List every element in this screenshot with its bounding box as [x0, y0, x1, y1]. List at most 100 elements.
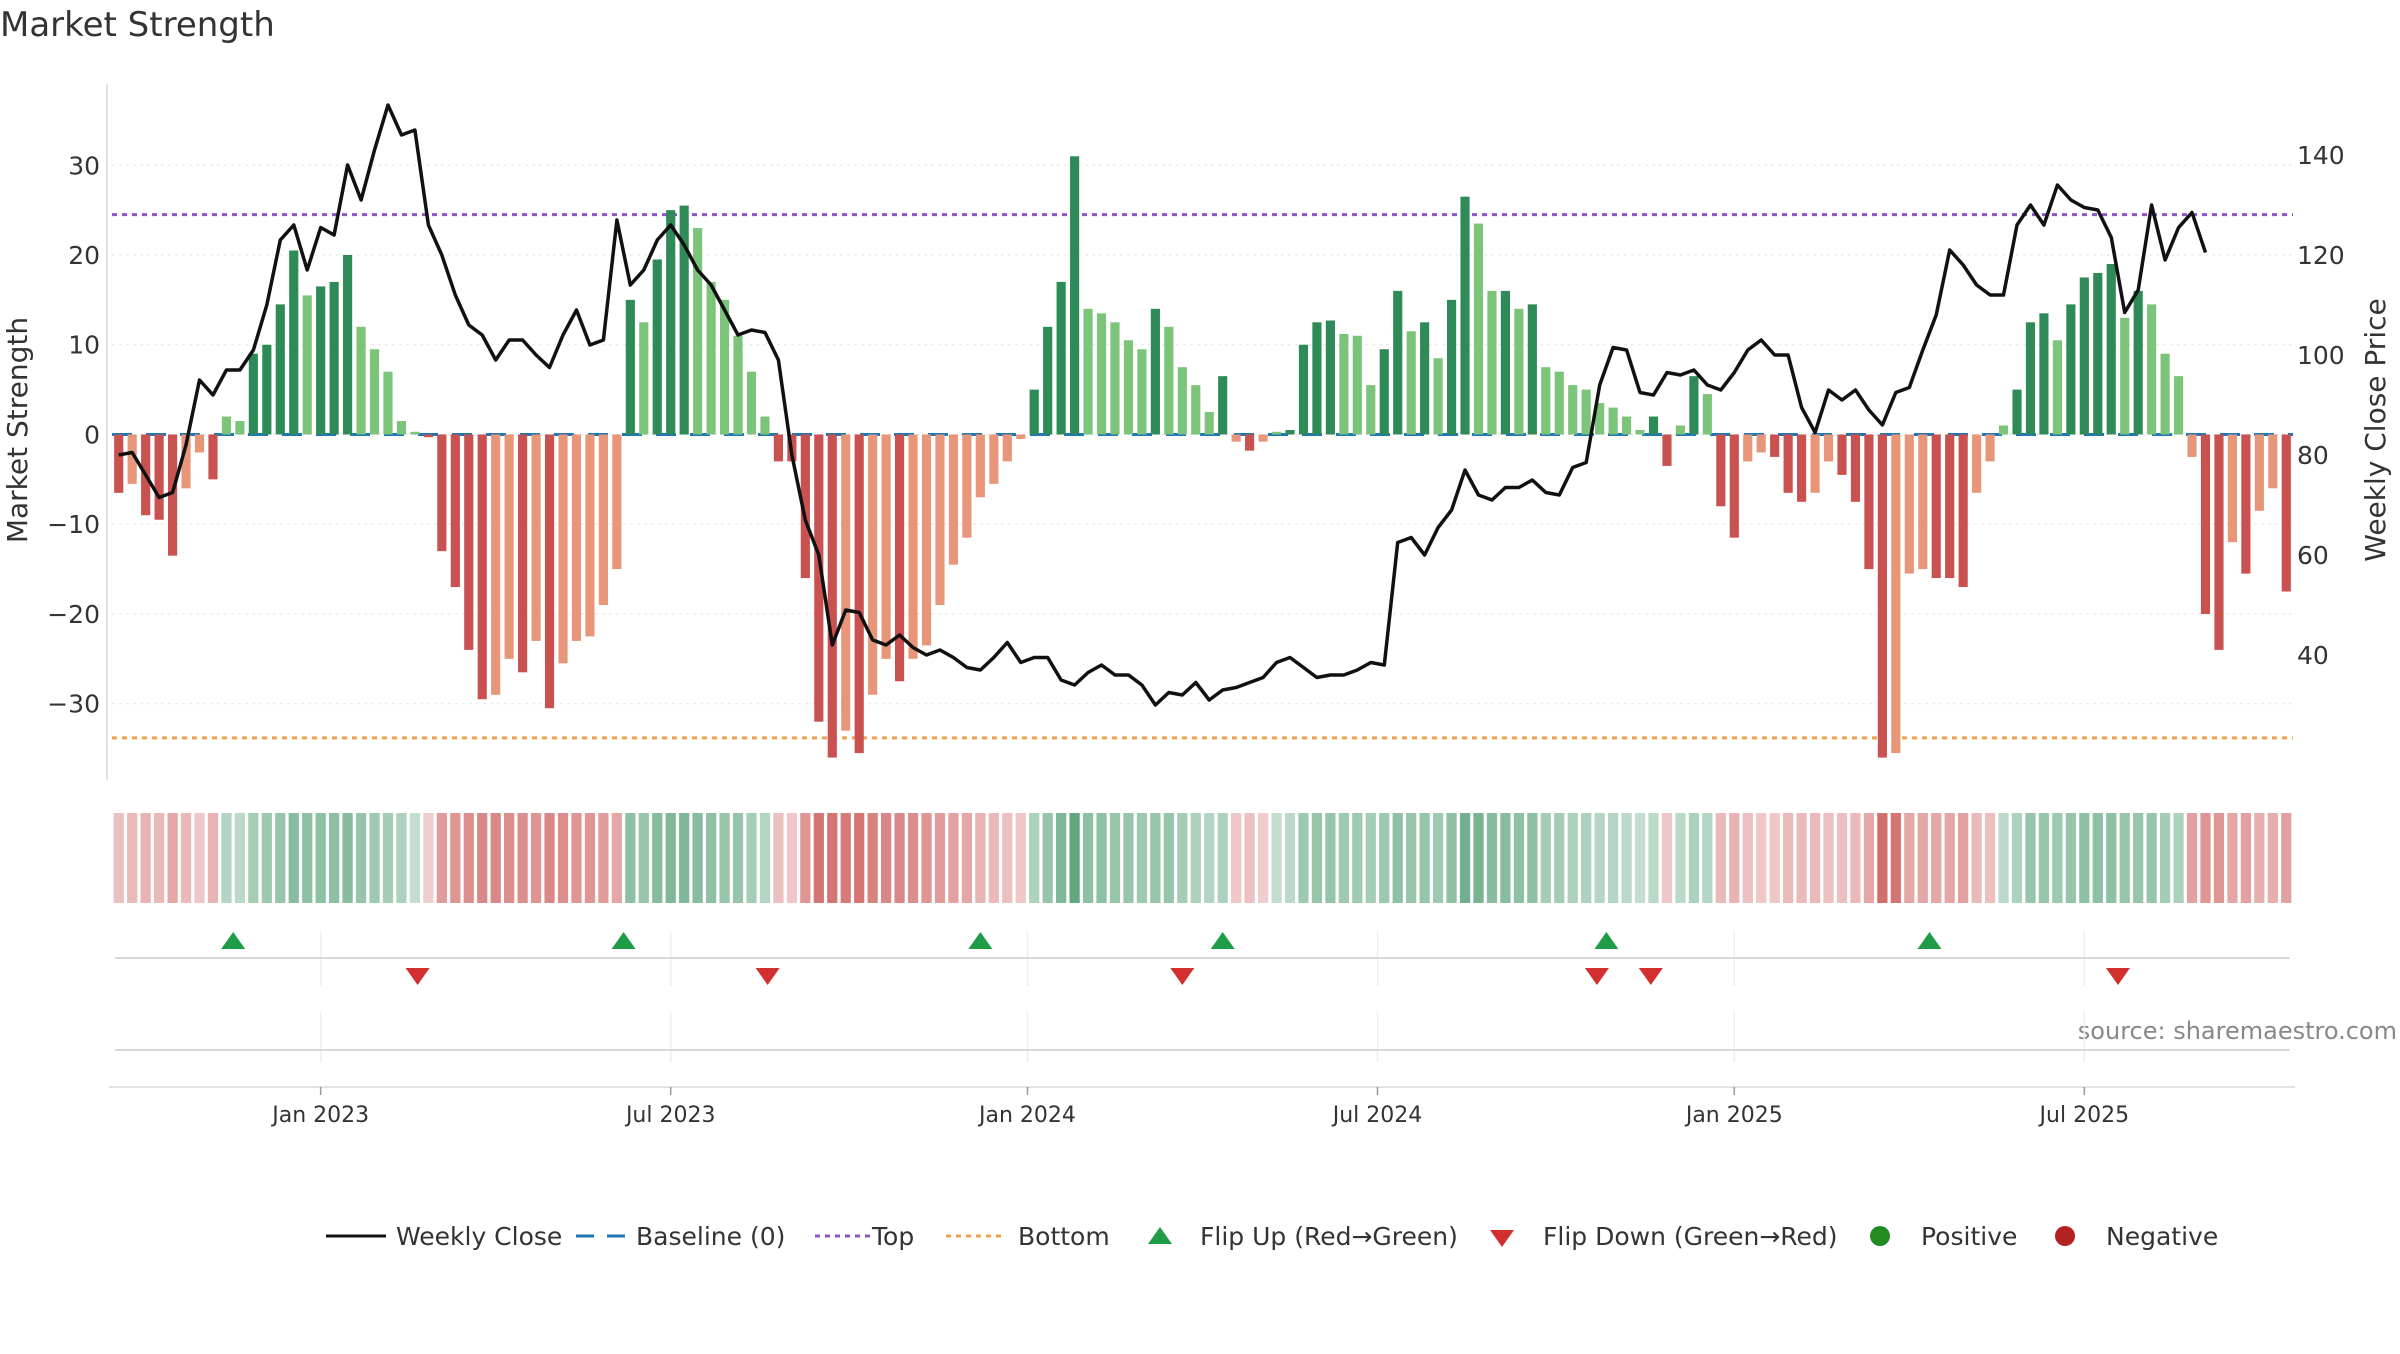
strength-bar [356, 326, 366, 435]
strength-bar [275, 304, 285, 435]
intensity-cell [854, 813, 865, 903]
grid-lines [112, 164, 2293, 1062]
x-tick-label: Jan 2024 [977, 1103, 1076, 1128]
intensity-cell [1056, 813, 1067, 903]
strength-bar [208, 434, 218, 480]
strength-bar [854, 434, 864, 754]
intensity-band [113, 813, 2292, 903]
strength-bar [1487, 290, 1497, 435]
strength-bar [302, 295, 312, 435]
intensity-cell [598, 813, 609, 903]
strength-bar [410, 431, 420, 435]
intensity-cell [1029, 813, 1040, 903]
strength-bar [369, 349, 380, 435]
strength-bar [1473, 223, 1484, 435]
strength-bar [518, 434, 528, 673]
intensity-cell [504, 813, 515, 903]
strength-bar [666, 210, 676, 435]
strength-bar [531, 434, 541, 641]
intensity-cell [894, 813, 905, 903]
intensity-cell [315, 813, 326, 903]
strength-bar [1891, 434, 1901, 754]
intensity-cell [1783, 813, 1794, 903]
strength-bar [585, 434, 595, 637]
strength-bar [868, 434, 878, 695]
strength-bar [262, 344, 272, 435]
strength-bar [168, 434, 178, 556]
intensity-cell [1271, 813, 1282, 903]
intensity-cell [423, 813, 434, 903]
chart-title: Market Strength [0, 5, 275, 45]
intensity-cell [221, 813, 232, 903]
strength-bar [1366, 385, 1376, 435]
intensity-cell [746, 813, 757, 903]
intensity-cell [786, 813, 797, 903]
strength-bar [1756, 434, 1766, 453]
intensity-cell [1702, 813, 1713, 903]
strength-bar [1918, 434, 1928, 570]
intensity-cell [1352, 813, 1363, 903]
strength-bar [989, 434, 999, 484]
strength-bar [1998, 425, 2009, 435]
strength-bar [2268, 434, 2278, 489]
intensity-cell [1473, 813, 1484, 903]
intensity-cell [154, 813, 165, 903]
strength-bar [571, 434, 582, 641]
intensity-cell [652, 813, 663, 903]
strength-bar [2106, 263, 2116, 435]
intensity-cell [1756, 813, 1767, 903]
intensity-cell [302, 813, 313, 903]
strength-bar [679, 205, 689, 435]
strength-bar [1083, 308, 1093, 435]
intensity-cell [2227, 813, 2238, 903]
intensity-cell [1581, 813, 1592, 903]
intensity-cell [665, 813, 676, 903]
intensity-cell [1850, 813, 1861, 903]
legend-flip-down-icon [1490, 1230, 1514, 1247]
x-tick-label: Jan 2023 [270, 1103, 369, 1128]
strength-bar [908, 434, 918, 659]
intensity-cell [1123, 813, 1134, 903]
intensity-cell [975, 813, 986, 903]
intensity-cell [180, 813, 192, 903]
intensity-cell [692, 813, 703, 903]
legend-negative-dot [2055, 1226, 2075, 1246]
strength-bar [2066, 304, 2076, 435]
intensity-cell [1163, 813, 1174, 903]
strength-bar [800, 434, 810, 579]
strength-bar [127, 434, 137, 484]
strength-bar [1608, 407, 1618, 435]
intensity-cell [1432, 813, 1444, 903]
strength-bar [2079, 277, 2089, 435]
intensity-cell [1217, 813, 1228, 903]
intensity-cell [1729, 813, 1740, 903]
strength-bar [639, 322, 649, 435]
intensity-cell [2038, 813, 2050, 903]
intensity-cell [167, 813, 178, 903]
intensity-cell [2052, 813, 2063, 903]
intensity-cell [382, 813, 394, 903]
intensity-cell [881, 813, 892, 903]
intensity-cell [329, 813, 340, 903]
intensity-cell [2186, 813, 2198, 903]
intensity-cell [827, 813, 838, 903]
intensity-cell [1257, 813, 1269, 903]
intensity-cell [679, 813, 690, 903]
x-tick-label: Jul 2025 [2038, 1103, 2130, 1128]
intensity-cell [113, 813, 124, 903]
strength-bar [1581, 389, 1591, 435]
intensity-cell [988, 813, 999, 903]
strength-bar [2200, 434, 2211, 614]
strength-bar [1043, 326, 1053, 435]
strength-bar [1877, 434, 1887, 758]
legend-label: Baseline (0) [636, 1222, 785, 1251]
strength-bar [329, 281, 339, 435]
strength-bar [1689, 376, 1699, 435]
intensity-cell [773, 813, 784, 903]
strength-bar [1729, 434, 1739, 538]
intensity-cell [2106, 813, 2117, 903]
intensity-cell [2133, 813, 2144, 903]
strength-bar [719, 299, 730, 435]
strength-bar [194, 434, 205, 453]
strength-bar [1810, 434, 1820, 493]
